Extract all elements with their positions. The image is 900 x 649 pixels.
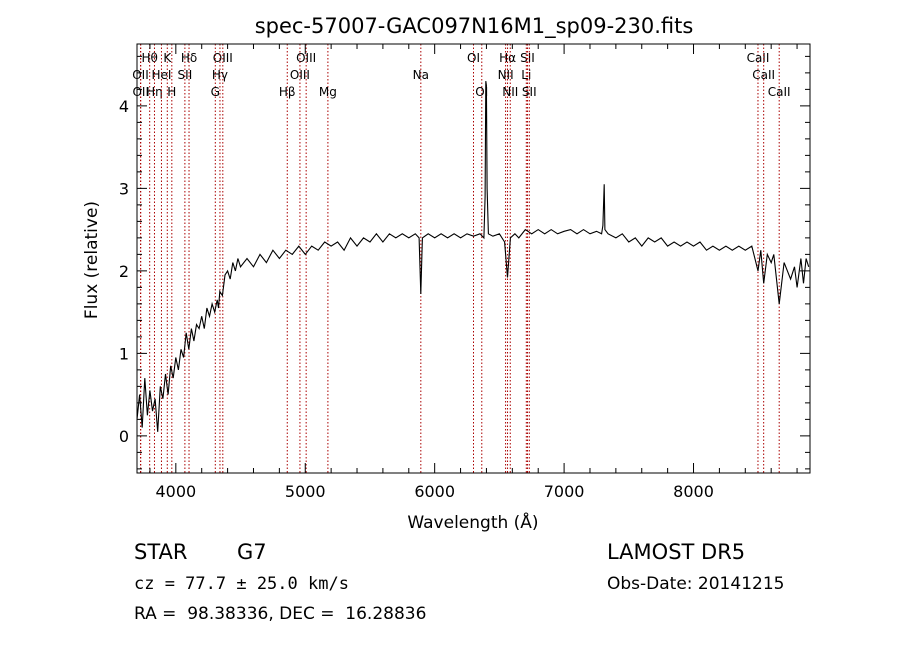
line-marker-label-13: OIII <box>296 51 316 65</box>
survey-name: LAMOST DR5 <box>607 540 746 564</box>
y-tick-label-3: 3 <box>119 179 129 198</box>
line-marker-label-27: CaII <box>768 85 791 99</box>
line-marker-label-25: CaII <box>747 51 770 65</box>
y-tick-label-4: 4 <box>119 97 129 116</box>
line-marker-label-1: OII <box>132 68 149 82</box>
y-axis-label: Flux (relative) <box>82 201 102 319</box>
line-marker-label-21: NII <box>502 85 518 99</box>
observation-date: Obs-Date: 20141215 <box>607 574 785 594</box>
x-axis: 4000 5000 6000 7000 8000 <box>149 44 798 501</box>
x-tick-label-2: 6000 <box>414 482 455 501</box>
line-marker-label-4: K <box>163 51 172 65</box>
line-marker-label-3: Hη <box>146 85 163 99</box>
line-marker-label-24: SII <box>522 85 537 99</box>
line-marker-label-19: Hα <box>499 51 516 65</box>
line-marker-label-17: OI <box>467 51 480 65</box>
line-marker-label-5: HeI <box>151 68 171 82</box>
object-class: STAR <box>134 540 188 564</box>
y-tick-label-0: 0 <box>119 427 129 446</box>
line-marker-label-26: CaII <box>752 68 775 82</box>
x-tick-label-4: 8000 <box>673 482 714 501</box>
object-subclass: G7 <box>237 540 267 564</box>
x-tick-label-1: 5000 <box>285 482 326 501</box>
line-marker-label-0: Hθ <box>141 51 157 65</box>
chart-title: spec-57007-GAC097N16M1_sp09-230.fits <box>255 14 694 39</box>
line-marker-label-6: H <box>167 85 176 99</box>
line-marker-label-8: SII <box>178 68 193 82</box>
redshift-cz: cz = 77.7 ± 25.0 km/s <box>134 574 349 594</box>
y-axis: 0 1 2 3 4 <box>119 55 810 470</box>
line-marker-label-15: Mg <box>319 85 337 99</box>
line-marker-label-14: OIII <box>290 68 310 82</box>
line-marker-label-22: SII <box>520 51 535 65</box>
line-marker-label-12: Hβ <box>279 85 296 99</box>
plot-frame <box>136 43 811 474</box>
ra-dec-coordinates: RA = 98.38336, DEC = 16.28836 <box>134 604 427 624</box>
line-marker-label-9: OIII <box>213 51 233 65</box>
line-marker-label-10: Hγ <box>212 68 228 82</box>
line-marker-label-16: Na <box>413 68 429 82</box>
line-marker-label-7: Hδ <box>181 51 197 65</box>
spectrum-series-line <box>136 81 810 432</box>
line-marker-label-23: Li <box>521 68 531 82</box>
line-marker-label-18: OI <box>475 85 488 99</box>
line-marker-label-20: NII <box>498 68 514 82</box>
y-tick-label-2: 2 <box>119 262 129 281</box>
x-axis-label: Wavelength (Å) <box>407 511 538 533</box>
y-tick-label-1: 1 <box>119 344 129 363</box>
line-marker-label-11: G <box>211 85 220 99</box>
x-tick-label-0: 4000 <box>155 482 196 501</box>
x-tick-label-3: 7000 <box>544 482 585 501</box>
